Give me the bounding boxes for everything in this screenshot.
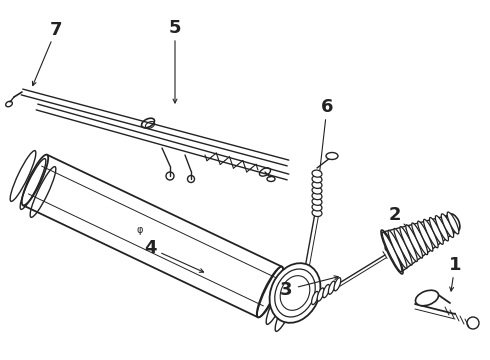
- Ellipse shape: [382, 232, 402, 272]
- Text: φ: φ: [137, 225, 143, 235]
- Ellipse shape: [312, 170, 322, 177]
- Ellipse shape: [312, 181, 322, 188]
- Ellipse shape: [394, 229, 412, 265]
- Ellipse shape: [416, 290, 439, 306]
- Ellipse shape: [326, 153, 338, 159]
- Ellipse shape: [423, 219, 438, 248]
- Text: 5: 5: [169, 19, 181, 37]
- Circle shape: [467, 317, 479, 329]
- Ellipse shape: [312, 198, 322, 205]
- Ellipse shape: [270, 263, 320, 323]
- Text: 3: 3: [280, 281, 292, 299]
- Ellipse shape: [22, 154, 48, 206]
- Ellipse shape: [441, 214, 454, 238]
- Ellipse shape: [312, 291, 318, 305]
- Ellipse shape: [328, 281, 335, 294]
- Text: 4: 4: [144, 239, 156, 257]
- Ellipse shape: [429, 217, 443, 244]
- Ellipse shape: [400, 226, 417, 262]
- Text: 7: 7: [50, 21, 62, 39]
- Text: 1: 1: [449, 256, 461, 274]
- Ellipse shape: [317, 288, 324, 301]
- Text: 6: 6: [321, 98, 333, 116]
- Text: 2: 2: [389, 206, 401, 224]
- Ellipse shape: [323, 284, 330, 298]
- Ellipse shape: [435, 216, 448, 241]
- Ellipse shape: [381, 230, 403, 274]
- Ellipse shape: [257, 267, 283, 318]
- Ellipse shape: [446, 214, 460, 232]
- Ellipse shape: [312, 193, 322, 200]
- Ellipse shape: [412, 223, 428, 255]
- Ellipse shape: [312, 204, 322, 211]
- Ellipse shape: [417, 221, 433, 251]
- Ellipse shape: [312, 210, 322, 217]
- Ellipse shape: [388, 230, 407, 269]
- Ellipse shape: [312, 187, 322, 194]
- Ellipse shape: [312, 176, 322, 183]
- Ellipse shape: [447, 212, 459, 234]
- Ellipse shape: [406, 225, 422, 258]
- Ellipse shape: [334, 278, 341, 291]
